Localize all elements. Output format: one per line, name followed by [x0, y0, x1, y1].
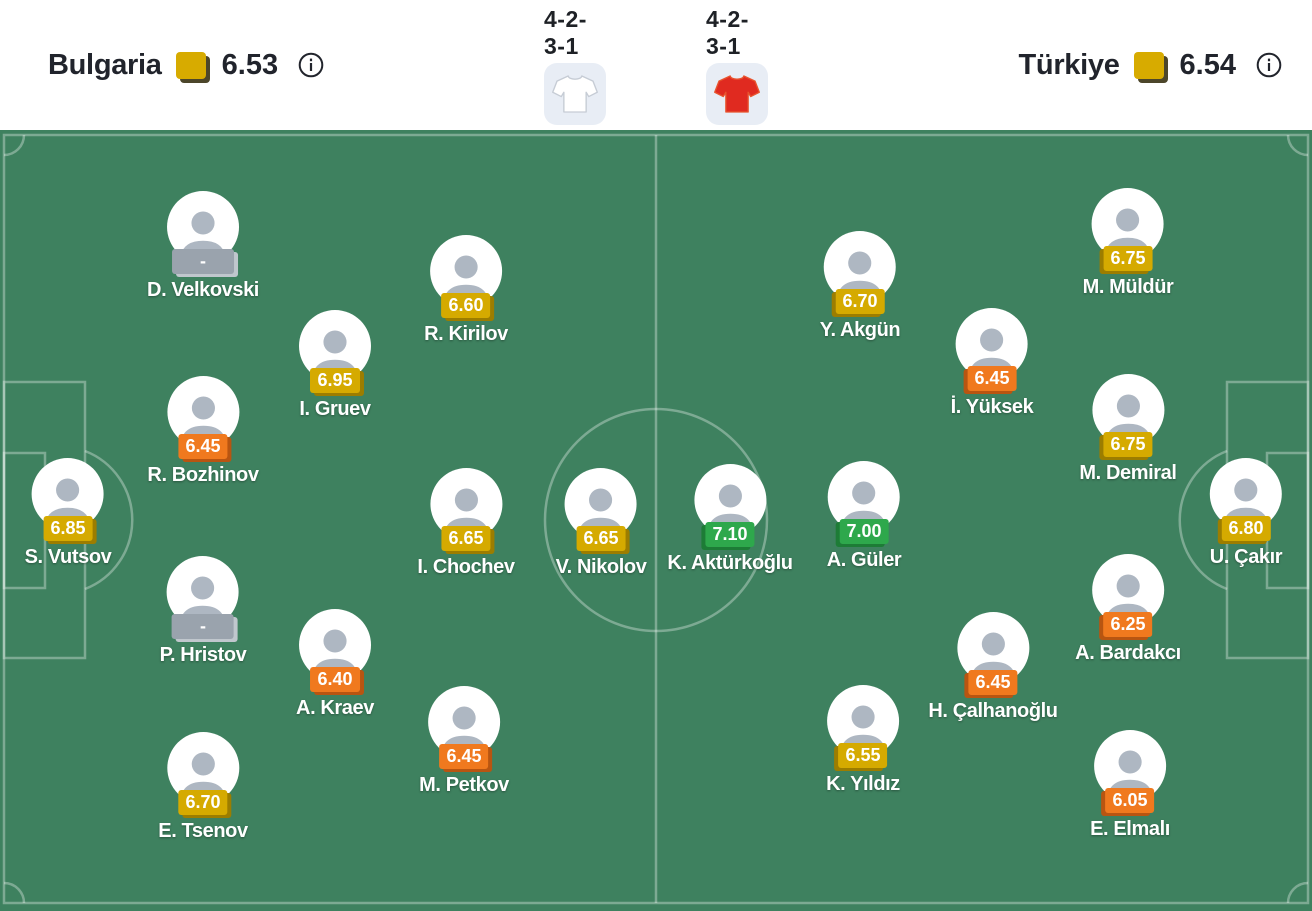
player-name: S. Vutsov: [24, 546, 112, 568]
player-card[interactable]: 6.95 I. Gruev: [299, 310, 371, 421]
player-name: A. Güler: [826, 549, 902, 571]
home-team-header: Bulgaria 6.53: [48, 0, 324, 130]
player-rating-badge: 6.95: [310, 368, 360, 393]
player-name: Y. Akgün: [819, 319, 901, 341]
player-name: E. Elmalı: [1090, 818, 1170, 840]
player-name: M. Müldür: [1082, 276, 1174, 298]
player-card[interactable]: - D. Velkovski: [147, 191, 259, 302]
player-rating-badge: 6.05: [1105, 788, 1155, 813]
player-card[interactable]: 6.75 M. Demiral: [1079, 374, 1177, 485]
player-card[interactable]: 6.60 R. Kirilov: [424, 235, 508, 346]
player-name: V. Nikolov: [555, 556, 647, 578]
player-rating-badge: 6.80: [1221, 516, 1271, 541]
player-name: I. Chochev: [417, 556, 515, 578]
player-card[interactable]: 6.70 Y. Akgün: [820, 231, 901, 342]
player-card[interactable]: 6.45 İ. Yüksek: [951, 308, 1034, 419]
player-card[interactable]: 7.10 K. Aktürkoğlu: [667, 464, 793, 575]
player-rating-badge: 6.40: [310, 667, 360, 692]
player-rating-badge: 6.60: [441, 293, 491, 318]
player-rating-badge: 7.00: [839, 519, 889, 544]
player-card[interactable]: 6.45 R. Bozhinov: [147, 376, 259, 487]
home-jersey-icon: [544, 63, 606, 125]
player-card[interactable]: 6.55 K. Yıldız: [826, 685, 900, 796]
away-formation: 4-2-3-1: [706, 6, 749, 59]
player-rating-badge: 6.45: [178, 434, 228, 459]
player-name: A. Bardakcı: [1075, 642, 1181, 664]
player-name: E. Tsenov: [158, 820, 248, 842]
player-rating-badge: 7.10: [705, 522, 755, 547]
player-rating-badge: -: [171, 249, 234, 274]
player-name: K. Aktürkoğlu: [667, 552, 793, 574]
player-rating-badge: 6.85: [43, 516, 93, 541]
info-icon[interactable]: [1256, 52, 1282, 78]
player-card[interactable]: 6.85 S. Vutsov: [25, 458, 112, 569]
home-team-rating: 6.53: [221, 48, 279, 81]
home-team-name: Bulgaria: [48, 48, 162, 81]
lineups-header: Bulgaria 6.53 4-2-3-1 4-2-3-1 Türkiye: [0, 0, 1312, 130]
player-rating-badge: 6.25: [1103, 612, 1153, 637]
player-card[interactable]: 6.25 A. Bardakcı: [1075, 554, 1181, 665]
player-name: H. Çalhanoğlu: [928, 700, 1058, 722]
player-rating-badge: 6.65: [576, 526, 626, 551]
player-name: A. Kraev: [296, 697, 374, 719]
player-rating-badge: 6.70: [178, 790, 228, 815]
player-name: U. Çakır: [1209, 546, 1283, 568]
player-card[interactable]: 6.45 H. Çalhanoğlu: [928, 612, 1058, 723]
player-name: K. Yıldız: [826, 773, 900, 795]
away-team-header: Türkiye 6.54: [1018, 0, 1282, 130]
player-rating-badge: 6.75: [1103, 432, 1153, 457]
away-team-rating: 6.54: [1179, 48, 1236, 81]
player-name: M. Petkov: [419, 774, 509, 796]
player-card[interactable]: 6.65 I. Chochev: [417, 468, 515, 579]
player-rating-badge: 6.55: [838, 743, 888, 768]
home-team-rating-square: [175, 51, 206, 79]
player-name: R. Kirilov: [424, 323, 508, 345]
away-team-name: Türkiye: [1018, 48, 1120, 81]
home-formation: 4-2-3-1: [544, 6, 587, 59]
player-card[interactable]: 6.45 M. Petkov: [419, 686, 509, 797]
info-icon[interactable]: [298, 52, 324, 78]
player-rating-badge: 6.45: [439, 744, 489, 769]
player-name: P. Hristov: [159, 644, 247, 666]
player-rating-badge: 6.65: [441, 526, 491, 551]
player-name: R. Bozhinov: [147, 464, 259, 486]
player-name: M. Demiral: [1079, 462, 1177, 484]
player-card[interactable]: 6.65 V. Nikolov: [556, 468, 647, 579]
player-name: İ. Yüksek: [950, 396, 1034, 418]
player-card[interactable]: 6.05 E. Elmalı: [1090, 730, 1170, 841]
player-rating-badge: 6.75: [1103, 246, 1153, 271]
player-name: I. Gruev: [299, 398, 371, 420]
player-rating-badge: 6.70: [835, 289, 885, 314]
player-rating-badge: 6.45: [968, 670, 1018, 695]
player-card[interactable]: 6.80 U. Çakır: [1209, 458, 1283, 569]
away-jersey-icon: [706, 63, 768, 125]
player-rating-badge: -: [171, 614, 234, 639]
away-team-rating-square: [1133, 51, 1164, 79]
player-card[interactable]: - P. Hristov: [160, 556, 247, 667]
player-name: D. Velkovski: [147, 279, 259, 301]
player-card[interactable]: 7.00 A. Güler: [827, 461, 902, 572]
player-card[interactable]: 6.70 E. Tsenov: [158, 732, 248, 843]
pitch: - D. Velkovski 6.60 R. Kirilov 6.95 I. G…: [0, 130, 1312, 911]
player-card[interactable]: 6.75 M. Müldür: [1083, 188, 1174, 299]
player-rating-badge: 6.45: [967, 366, 1017, 391]
player-card[interactable]: 6.40 A. Kraev: [296, 609, 374, 720]
